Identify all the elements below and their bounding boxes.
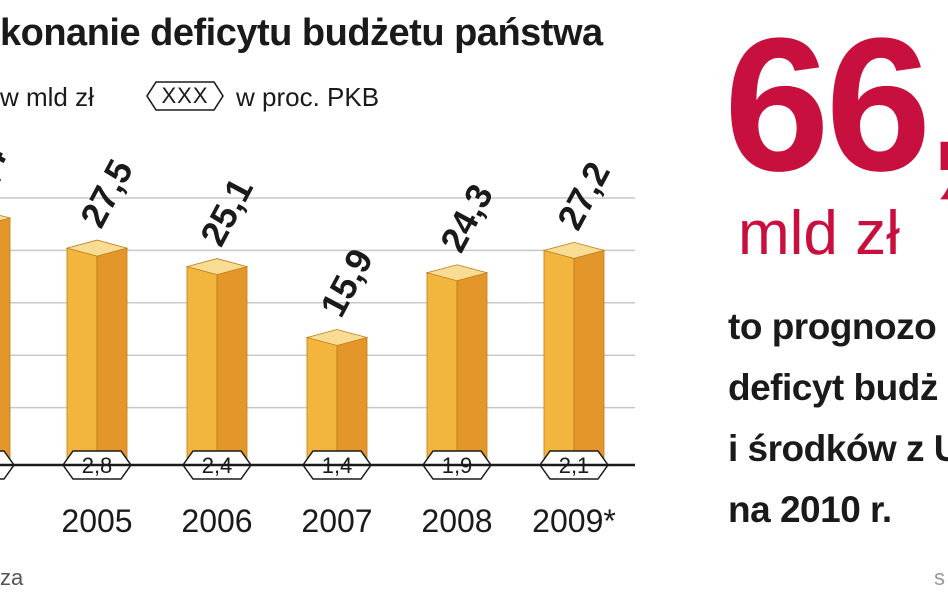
bar-top (305, 329, 369, 346)
legend-hex-desc: w proc. PKB (236, 82, 380, 112)
bar (543, 249, 575, 461)
highlight-unit: mld zł (738, 199, 900, 268)
value-label: 24,3 (432, 177, 501, 258)
legend: w mld zł XXX w proc. PKB (0, 80, 460, 116)
bar (306, 337, 338, 461)
legend-bar-label: w mld zł (0, 82, 94, 112)
description-line: to prognozo (728, 306, 937, 347)
bar (186, 266, 218, 461)
bar-top (185, 258, 249, 275)
highlight-number: 66, (724, 0, 948, 211)
bar-side (573, 249, 605, 461)
highlight-description: to prognozo deficyt budż i środków z U n… (728, 296, 948, 540)
category-label: 2009* (532, 503, 616, 539)
description-line: deficyt budż (728, 367, 938, 408)
legend-hex-label: XXX (161, 83, 209, 108)
bar (426, 272, 458, 461)
value-label: 25,1 (192, 171, 261, 252)
footer-mark: s (934, 565, 945, 590)
category-label: 2005 (61, 503, 132, 539)
chart-title: konanie deficytu budżetu państwa (0, 12, 603, 54)
value-label: 27,2 (549, 155, 618, 236)
bar-side (216, 266, 248, 461)
bar-side (96, 247, 128, 461)
bar-top (0, 214, 12, 222)
description-line: na 2010 r. (728, 489, 892, 530)
value-label: 15,9 (312, 242, 381, 323)
bar-chart: 1,4427,52,8200525,12,4200615,91,4200724,… (0, 140, 635, 539)
bar-top (542, 241, 606, 259)
legend-hexagon-icon (146, 81, 224, 111)
bar (66, 247, 98, 461)
bar-top (65, 239, 129, 257)
category-label: 2008 (421, 503, 492, 539)
bar-side (456, 272, 488, 461)
value-label: 1,4 (0, 140, 15, 203)
description-line: i środków z U (728, 428, 948, 469)
value-label: 27,5 (72, 153, 141, 234)
bar-top (425, 264, 489, 282)
category-label: 2006 (181, 503, 252, 539)
category-label: 2007 (301, 503, 372, 539)
source-note: za (0, 565, 24, 590)
bar-side (0, 217, 11, 461)
bar-side (336, 337, 368, 461)
